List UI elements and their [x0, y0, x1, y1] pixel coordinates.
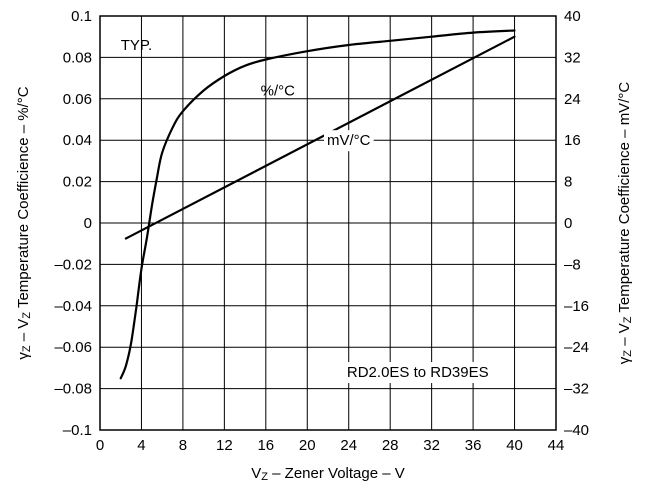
x-tick-label: 36: [465, 437, 482, 454]
x-tick-label: 0: [96, 437, 104, 454]
x-tick-label: 24: [340, 437, 357, 454]
y-left-tick-label: –0.06: [54, 339, 92, 356]
x-tick-label: 28: [382, 437, 399, 454]
x-tick-label: 4: [137, 437, 145, 454]
x-axis-title: VZ – Zener Voltage – V: [251, 465, 405, 483]
y-left-tick-label: 0.06: [63, 91, 92, 108]
x-tick-label: 12: [216, 437, 233, 454]
y-right-tick-label: –40: [564, 422, 589, 439]
x-tick-label: 20: [299, 437, 316, 454]
x-tick-label: 32: [423, 437, 440, 454]
y-right-tick-label: –32: [564, 381, 589, 398]
annotation-3-background: [323, 130, 374, 152]
series-curves: [119, 29, 516, 380]
y-right-tick-label: –8: [564, 256, 581, 273]
x-tick-label: 8: [179, 437, 187, 454]
percent-per-c-curve: [119, 29, 516, 380]
y-left-tick-label: 0.08: [63, 49, 92, 66]
annotations: TYP. %/°C mV/°C RD2.0ES to RD39ES: [121, 37, 492, 384]
y-left-tick-label: 0: [84, 215, 92, 232]
x-tick-label: 40: [506, 437, 523, 454]
y-left-tick-label: 0.04: [63, 132, 92, 149]
annotation-3: mV/°C: [327, 132, 371, 149]
y-right-tick-label: –24: [564, 339, 589, 356]
y-left-axis-title: γZ – VZ Temperature Coefficience – %/°C: [15, 86, 33, 359]
y-right-tick-label: –16: [564, 298, 589, 315]
x-tick-label: 44: [548, 437, 565, 454]
y-right-tick-label: 24: [564, 91, 581, 108]
y-left-tick-label: 0.1: [71, 8, 92, 25]
plot-frame: [99, 15, 557, 431]
annotation-2: %/°C: [261, 83, 296, 100]
y-left-tick-label: 0.02: [63, 174, 92, 191]
y-right-tick-label: 32: [564, 49, 581, 66]
y-right-tick-label: 40: [564, 8, 581, 25]
y-left-tick-label: –0.04: [54, 298, 92, 315]
annotation-4-background: [343, 362, 492, 384]
y-left-tick-label: –0.08: [54, 381, 92, 398]
y-right-axis-title: γZ – VZ Temperature Coefficience – mV/°C: [616, 82, 634, 365]
y-right-tick-label: 8: [564, 174, 572, 191]
mv-per-c-line: [124, 35, 516, 240]
y-left-tick-label: –0.02: [54, 256, 92, 273]
y-left-tick-label: –0.1: [63, 422, 92, 439]
annotation-1: TYP.: [121, 37, 152, 54]
y-right-tick-label: 16: [564, 132, 581, 149]
y-right-tick-label: 0: [564, 215, 572, 232]
annotation-4: RD2.0ES to RD39ES: [347, 364, 489, 381]
x-tick-label: 16: [257, 437, 274, 454]
tick-labels: 0 4 8 12 16 20 24 28 32 36 40 44 –0.1 –0.08 –0.06 –0.04…: [54, 8, 589, 454]
